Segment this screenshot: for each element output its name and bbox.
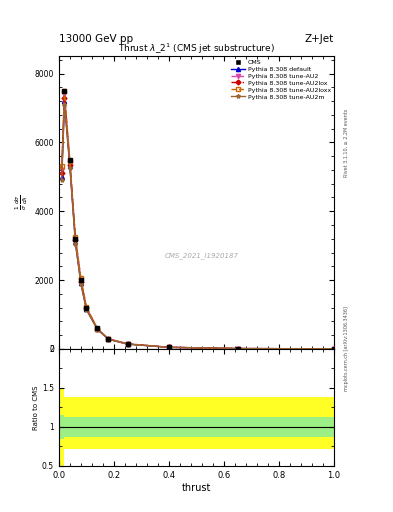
CMS: [68, 157, 72, 163]
Pythia 8.308 tune-AU2m: [235, 346, 240, 352]
Text: mcplots.cern.ch [arXiv:1306.3436]: mcplots.cern.ch [arXiv:1306.3436]: [344, 306, 349, 391]
Line: Pythia 8.308 tune-AU2loxx: Pythia 8.308 tune-AU2loxx: [60, 89, 336, 351]
Pythia 8.308 tune-AU2m: [59, 177, 64, 183]
CMS: [84, 305, 89, 311]
Pythia 8.308 tune-AU2lox: [106, 336, 111, 342]
Pythia 8.308 default: [106, 336, 111, 343]
CMS: [106, 335, 111, 342]
Pythia 8.308 tune-AU2: [167, 344, 171, 350]
Pythia 8.308 tune-AU2m: [95, 326, 100, 332]
X-axis label: thrust: thrust: [182, 482, 211, 493]
CMS: [125, 340, 130, 347]
Pythia 8.308 tune-AU2lox: [73, 238, 78, 244]
Line: CMS: CMS: [62, 88, 336, 351]
Text: Z+Jet: Z+Jet: [305, 33, 334, 44]
Pythia 8.308 default: [235, 346, 240, 352]
Title: Thrust $\lambda\_2^1$ (CMS jet substructure): Thrust $\lambda\_2^1$ (CMS jet substruct…: [118, 42, 275, 56]
Pythia 8.308 tune-AU2: [84, 305, 89, 311]
Pythia 8.308 tune-AU2: [106, 336, 111, 342]
Pythia 8.308 tune-AU2m: [125, 341, 130, 347]
Pythia 8.308 tune-AU2loxx: [167, 344, 171, 350]
Pythia 8.308 tune-AU2lox: [332, 346, 336, 352]
Pythia 8.308 tune-AU2lox: [235, 346, 240, 352]
Pythia 8.308 tune-AU2m: [106, 336, 111, 343]
Pythia 8.308 tune-AU2m: [62, 101, 67, 108]
Pythia 8.308 tune-AU2m: [84, 307, 89, 313]
Pythia 8.308 tune-AU2loxx: [106, 336, 111, 342]
CMS: [235, 346, 240, 352]
Pythia 8.308 tune-AU2: [332, 346, 336, 352]
Line: Pythia 8.308 tune-AU2lox: Pythia 8.308 tune-AU2lox: [60, 96, 336, 351]
Pythia 8.308 default: [68, 163, 72, 169]
Pythia 8.308 tune-AU2lox: [59, 170, 64, 177]
Pythia 8.308 tune-AU2loxx: [73, 234, 78, 240]
Pythia 8.308 tune-AU2loxx: [95, 326, 100, 332]
Pythia 8.308 tune-AU2m: [167, 344, 171, 350]
Y-axis label: Ratio to CMS: Ratio to CMS: [33, 385, 39, 430]
Pythia 8.308 default: [167, 344, 171, 350]
Pythia 8.308 tune-AU2: [79, 277, 83, 283]
CMS: [62, 88, 67, 94]
Pythia 8.308 tune-AU2loxx: [79, 275, 83, 282]
Pythia 8.308 tune-AU2: [95, 326, 100, 332]
Pythia 8.308 default: [62, 98, 67, 104]
CMS: [79, 277, 83, 283]
Y-axis label: $\frac{1}{\sigma}\,\frac{d\sigma}{d\lambda}$: $\frac{1}{\sigma}\,\frac{d\sigma}{d\lamb…: [14, 195, 30, 210]
Pythia 8.308 tune-AU2: [62, 91, 67, 97]
Pythia 8.308 default: [73, 239, 78, 245]
Text: Rivet 3.1.10, ≥ 2.2M events: Rivet 3.1.10, ≥ 2.2M events: [344, 109, 349, 178]
Pythia 8.308 tune-AU2lox: [125, 341, 130, 347]
Legend: CMS, Pythia 8.308 default, Pythia 8.308 tune-AU2, Pythia 8.308 tune-AU2lox, Pyth: CMS, Pythia 8.308 default, Pythia 8.308 …: [231, 59, 331, 99]
Pythia 8.308 tune-AU2m: [332, 346, 336, 352]
Text: CMS_2021_I1920187: CMS_2021_I1920187: [165, 252, 239, 259]
Pythia 8.308 tune-AU2loxx: [59, 163, 64, 169]
Text: 13000 GeV pp: 13000 GeV pp: [59, 33, 133, 44]
Pythia 8.308 tune-AU2lox: [95, 326, 100, 332]
Pythia 8.308 default: [332, 346, 336, 352]
Pythia 8.308 tune-AU2: [59, 167, 64, 173]
CMS: [332, 346, 336, 352]
Pythia 8.308 tune-AU2m: [73, 241, 78, 247]
Pythia 8.308 tune-AU2: [73, 236, 78, 242]
Line: Pythia 8.308 tune-AU2: Pythia 8.308 tune-AU2: [60, 92, 336, 351]
Pythia 8.308 tune-AU2m: [68, 165, 72, 171]
Pythia 8.308 tune-AU2loxx: [84, 304, 89, 310]
Pythia 8.308 tune-AU2loxx: [332, 346, 336, 352]
Pythia 8.308 tune-AU2lox: [167, 344, 171, 350]
Pythia 8.308 tune-AU2lox: [84, 305, 89, 311]
Pythia 8.308 tune-AU2loxx: [68, 158, 72, 164]
Pythia 8.308 default: [79, 281, 83, 287]
Pythia 8.308 tune-AU2m: [79, 281, 83, 287]
Pythia 8.308 tune-AU2lox: [62, 95, 67, 101]
Line: Pythia 8.308 default: Pythia 8.308 default: [60, 99, 336, 351]
Line: Pythia 8.308 tune-AU2m: Pythia 8.308 tune-AU2m: [60, 102, 336, 351]
Pythia 8.308 tune-AU2loxx: [125, 340, 130, 347]
Pythia 8.308 default: [95, 326, 100, 332]
Pythia 8.308 tune-AU2: [125, 341, 130, 347]
Pythia 8.308 tune-AU2loxx: [62, 88, 67, 94]
Pythia 8.308 tune-AU2: [235, 346, 240, 352]
Pythia 8.308 tune-AU2: [68, 160, 72, 166]
Pythia 8.308 tune-AU2lox: [68, 162, 72, 168]
Pythia 8.308 tune-AU2lox: [79, 279, 83, 285]
Pythia 8.308 default: [125, 341, 130, 347]
CMS: [73, 236, 78, 242]
CMS: [167, 344, 171, 350]
Pythia 8.308 default: [59, 174, 64, 180]
Pythia 8.308 tune-AU2loxx: [235, 346, 240, 352]
Pythia 8.308 default: [84, 306, 89, 312]
CMS: [95, 325, 100, 331]
